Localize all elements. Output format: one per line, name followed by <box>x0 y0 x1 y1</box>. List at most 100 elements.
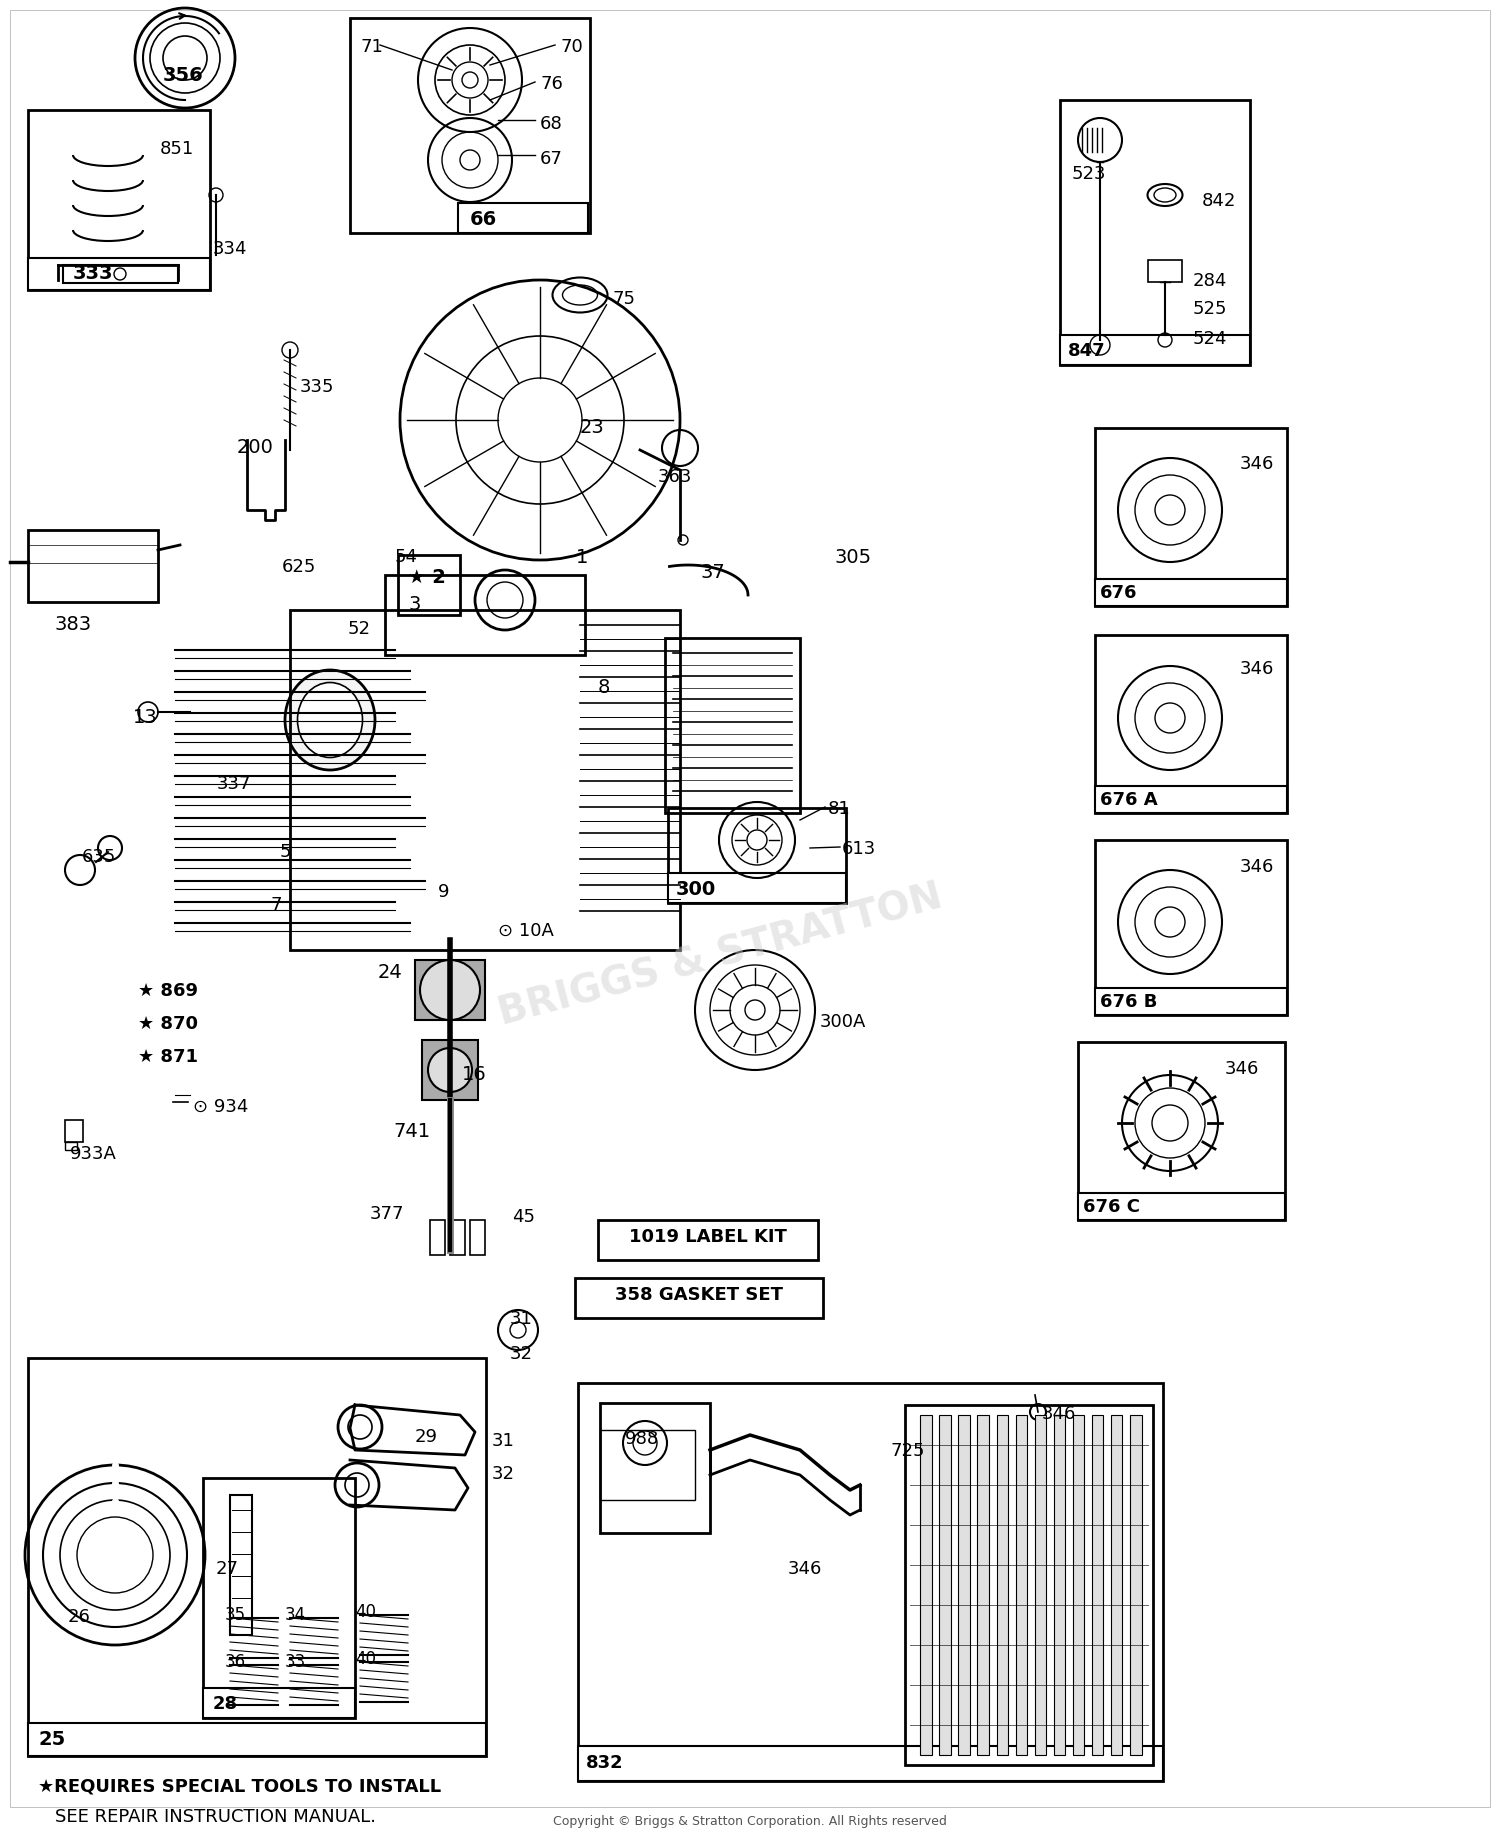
Text: 346: 346 <box>1240 659 1275 678</box>
Bar <box>202 1479 356 1718</box>
Text: 346: 346 <box>1042 1405 1077 1424</box>
Bar <box>578 1745 1162 1782</box>
Text: 741: 741 <box>393 1122 430 1141</box>
Text: 676 A: 676 A <box>1100 792 1158 808</box>
Text: 40: 40 <box>356 1650 376 1668</box>
Bar <box>668 808 846 904</box>
Text: 52: 52 <box>348 621 370 637</box>
Text: 335: 335 <box>300 378 334 397</box>
Bar <box>1078 1042 1286 1220</box>
Text: 13: 13 <box>134 707 158 727</box>
Text: 635: 635 <box>82 849 117 865</box>
Text: 32: 32 <box>492 1464 514 1482</box>
Text: ⊙ 10A: ⊙ 10A <box>498 922 554 941</box>
Text: 81: 81 <box>828 799 850 817</box>
Text: 346: 346 <box>1240 858 1275 876</box>
Text: ★ 871: ★ 871 <box>138 1047 198 1065</box>
Bar <box>28 546 158 562</box>
Text: 37: 37 <box>700 562 724 582</box>
Bar <box>978 1414 988 1754</box>
Bar <box>1095 636 1287 814</box>
Text: 40: 40 <box>356 1604 376 1620</box>
Text: 525: 525 <box>1192 299 1227 318</box>
Bar <box>598 1220 818 1260</box>
Bar <box>28 1358 486 1756</box>
Bar <box>600 1403 709 1534</box>
Bar <box>416 961 484 1020</box>
Text: ★ 869: ★ 869 <box>138 983 198 999</box>
Text: 8: 8 <box>598 678 610 696</box>
Circle shape <box>420 961 480 1020</box>
Bar <box>939 1414 951 1754</box>
Bar <box>578 1383 1162 1782</box>
Text: 33: 33 <box>285 1653 306 1672</box>
Bar <box>904 1405 1154 1765</box>
Bar <box>1092 1414 1104 1754</box>
Bar <box>398 555 460 615</box>
Bar <box>1060 99 1250 366</box>
Bar <box>1095 988 1287 1016</box>
Text: 847: 847 <box>1068 342 1106 360</box>
Text: 284: 284 <box>1192 272 1227 290</box>
Text: 26: 26 <box>68 1607 92 1626</box>
Text: 3: 3 <box>408 595 420 614</box>
Text: 1: 1 <box>576 547 588 568</box>
Text: 31: 31 <box>510 1310 532 1328</box>
Bar <box>1072 1414 1084 1754</box>
Circle shape <box>427 1047 472 1091</box>
Bar <box>230 1495 252 1635</box>
Text: 356: 356 <box>164 66 204 85</box>
Bar <box>28 1723 486 1756</box>
Text: 34: 34 <box>285 1606 306 1624</box>
Ellipse shape <box>297 683 363 757</box>
Text: 76: 76 <box>540 75 562 94</box>
Bar <box>1130 1414 1142 1754</box>
Polygon shape <box>422 1040 478 1100</box>
Text: 7: 7 <box>270 896 282 915</box>
Text: 676: 676 <box>1100 584 1137 603</box>
Text: 346: 346 <box>1226 1060 1260 1078</box>
Text: 725: 725 <box>890 1442 924 1460</box>
Text: 71: 71 <box>360 39 382 55</box>
Text: ★ 2: ★ 2 <box>408 568 446 588</box>
Text: 66: 66 <box>470 209 496 230</box>
Text: 9: 9 <box>438 884 450 900</box>
Text: 333: 333 <box>74 265 114 283</box>
Text: 625: 625 <box>282 558 316 577</box>
Text: ★REQUIRES SPECIAL TOOLS TO INSTALL: ★REQUIRES SPECIAL TOOLS TO INSTALL <box>38 1778 441 1797</box>
Text: 68: 68 <box>540 116 562 132</box>
Text: 523: 523 <box>1072 165 1107 184</box>
Text: 676 C: 676 C <box>1083 1198 1140 1216</box>
Bar <box>458 204 588 233</box>
Text: 337: 337 <box>217 775 252 794</box>
Text: ★ 870: ★ 870 <box>138 1016 198 1032</box>
Text: 45: 45 <box>512 1209 536 1225</box>
Text: 29: 29 <box>416 1427 438 1446</box>
Bar <box>28 110 210 290</box>
Text: 305: 305 <box>836 547 872 568</box>
Text: 36: 36 <box>225 1653 246 1672</box>
Text: 67: 67 <box>540 151 562 167</box>
Text: 346: 346 <box>788 1560 822 1578</box>
Bar <box>1078 1192 1286 1220</box>
Text: 933A: 933A <box>70 1144 117 1163</box>
Bar <box>921 1414 932 1754</box>
Text: 75: 75 <box>614 290 636 309</box>
Bar <box>664 637 800 814</box>
Ellipse shape <box>285 671 375 770</box>
Bar <box>202 1688 356 1718</box>
Text: 851: 851 <box>160 140 195 158</box>
Bar <box>290 610 680 950</box>
Bar <box>1035 1414 1046 1754</box>
Text: 676 B: 676 B <box>1100 994 1158 1010</box>
Text: 524: 524 <box>1192 331 1227 347</box>
Bar <box>1095 840 1287 1016</box>
Text: 346: 346 <box>1240 456 1275 472</box>
Bar <box>64 1121 82 1143</box>
Bar <box>668 873 846 904</box>
Polygon shape <box>416 961 484 1020</box>
Text: BRIGGS & STRATTON: BRIGGS & STRATTON <box>494 878 946 1032</box>
Bar <box>1148 261 1182 283</box>
Text: 31: 31 <box>492 1433 514 1449</box>
Text: 358 GASKET SET: 358 GASKET SET <box>615 1286 783 1304</box>
